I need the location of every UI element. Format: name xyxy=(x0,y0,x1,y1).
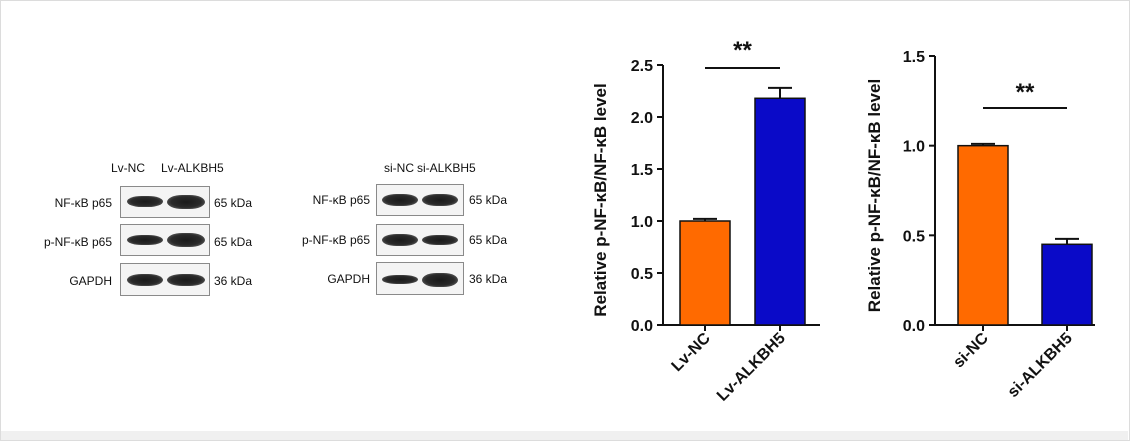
blot-band xyxy=(167,233,205,247)
y-tick-label: 1.0 xyxy=(903,139,925,156)
blot-strip xyxy=(376,224,464,256)
lane-label: si-NC xyxy=(384,161,414,175)
bar xyxy=(957,144,1009,326)
lane-label: Lv-ALKBH5 xyxy=(161,161,224,175)
row-label: GAPDH xyxy=(327,272,370,286)
blot-band xyxy=(127,274,163,286)
x-category-label: si-ALKBH5 xyxy=(1005,330,1076,401)
y-tick-label: 1.5 xyxy=(903,49,925,66)
kda-label: 65 kDa xyxy=(469,233,508,247)
row-label: p-NF-κB p65 xyxy=(301,233,370,247)
y-axis-label: Relative p-NF-κB/NF-κB level xyxy=(865,79,884,312)
kda-label: 36 kDa xyxy=(469,272,508,286)
row-label: NF-κB p65 xyxy=(312,193,370,207)
y-tick-label: 2.0 xyxy=(631,110,653,127)
blot-strip xyxy=(120,263,210,296)
blot-band xyxy=(167,195,205,209)
y-tick-label: 0.5 xyxy=(903,228,925,245)
footer-band xyxy=(1,431,1128,440)
y-tick-label: 2.5 xyxy=(631,58,653,75)
blot-band xyxy=(382,275,418,284)
kda-label: 65 kDa xyxy=(214,235,253,249)
y-tick-label: 0.5 xyxy=(631,266,653,283)
blot-band xyxy=(422,194,458,206)
row-label: GAPDH xyxy=(69,274,112,288)
blot-band xyxy=(167,274,205,286)
blot-band xyxy=(422,273,458,287)
y-tick-label: 0.0 xyxy=(631,318,653,335)
row-label: NF-κB p65 xyxy=(54,196,112,210)
kda-label: 65 kDa xyxy=(469,193,508,207)
x-category-label: si-NC xyxy=(950,329,992,371)
y-tick-label: 0.0 xyxy=(903,318,925,335)
y-axis-label: Relative p-NF-κB/NF-κB level xyxy=(591,83,610,316)
kda-label: 65 kDa xyxy=(214,196,253,210)
blot-band xyxy=(127,196,163,207)
blot-band xyxy=(382,194,418,206)
y-tick-label: 1.0 xyxy=(631,214,653,231)
y-tick-label: 1.5 xyxy=(631,162,653,179)
blot-band xyxy=(127,235,163,245)
lane-label: si-ALKBH5 xyxy=(417,161,476,175)
blot-band xyxy=(382,234,418,246)
significance-marker: ** xyxy=(1016,79,1035,106)
blot-strip xyxy=(376,262,464,295)
bar xyxy=(679,220,731,326)
bar xyxy=(754,97,806,326)
significance-marker: ** xyxy=(733,37,752,64)
lane-label: Lv-NC xyxy=(111,161,146,175)
blot-strip xyxy=(376,184,464,216)
bar xyxy=(1041,243,1093,326)
blot-band xyxy=(422,235,458,245)
blot-strip xyxy=(120,186,210,218)
kda-label: 36 kDa xyxy=(214,274,253,288)
row-label: p-NF-κB p65 xyxy=(43,235,112,249)
blot-strip xyxy=(120,224,210,256)
